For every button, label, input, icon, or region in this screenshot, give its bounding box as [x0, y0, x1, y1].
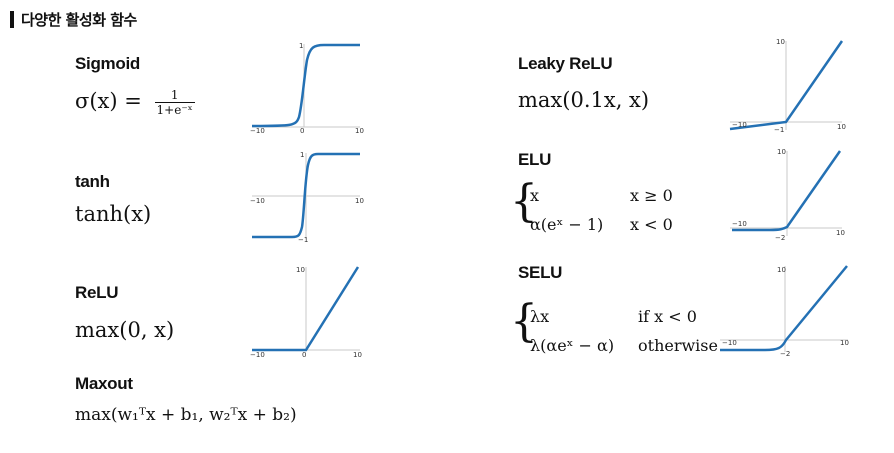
elu-case2-expr: α(eˣ − 1) — [530, 215, 604, 234]
relu-origin-label: 0 — [302, 351, 306, 359]
sigmoid-plot: −10 0 10 1 — [250, 42, 364, 135]
elu-brace: { — [510, 176, 538, 227]
sigmoid-fraction-numerator: 1 — [154, 88, 195, 103]
selu-case1-cond: if x < 0 — [638, 307, 697, 326]
sigmoid-fraction-denominator: 1+e⁻ˣ — [156, 103, 193, 117]
tanh-xmin-label: −10 — [250, 197, 265, 205]
leaky-relu-xmax-label: 10 — [837, 123, 846, 131]
sigmoid-origin-label: 0 — [300, 127, 304, 135]
elu-ybot-label: −2 — [775, 234, 785, 242]
selu-xmax-label: 10 — [840, 339, 849, 347]
maxout-formula: max(w₁ᵀx + b₁, w₂ᵀx + b₂) — [75, 405, 297, 425]
elu-xmin-label: −10 — [732, 220, 747, 228]
header-accent-bar — [10, 10, 14, 28]
sigmoid-xmin-label: −10 — [250, 127, 265, 135]
leaky-relu-formula: max(0.1x, x) — [518, 88, 650, 112]
tanh-name: tanh — [75, 172, 110, 191]
tanh-curve — [252, 152, 360, 239]
leaky-relu-curve — [729, 40, 844, 131]
sigmoid-curve — [251, 43, 360, 128]
elu-plot: −10 10 10 −2 — [730, 148, 845, 242]
selu-case2-expr: λ(αeˣ − α) — [530, 336, 615, 355]
leaky-relu-ybot-label: −1 — [774, 126, 784, 134]
maxout-name: Maxout — [75, 374, 133, 393]
selu-plot: −10 10 10 −2 — [720, 265, 849, 358]
tanh-plot: −10 10 1 −1 — [250, 151, 364, 244]
sigmoid-formula-lhs: σ(x) = — [75, 89, 142, 113]
elu-curve — [732, 150, 842, 232]
sigmoid-ytop-label: 1 — [299, 42, 303, 50]
selu-curve — [720, 265, 848, 352]
leaky-relu-plot: −10 10 10 −1 — [729, 38, 846, 134]
tanh-formula: tanh(x) — [75, 202, 152, 226]
elu-ytop-label: 10 — [777, 148, 786, 156]
relu-curve — [252, 266, 360, 352]
selu-brace: { — [510, 296, 538, 347]
page-title: 다양한 활성화 함수 — [21, 10, 137, 29]
elu-case2-cond: x < 0 — [630, 215, 673, 234]
elu-name: ELU — [518, 150, 552, 169]
elu-case1-expr: x — [530, 186, 540, 205]
selu-case1-expr: λx — [530, 307, 550, 326]
relu-plot: −10 0 10 10 — [250, 266, 362, 359]
selu-xmin-label: −10 — [722, 339, 737, 347]
leaky-relu-ytop-label: 10 — [776, 38, 785, 46]
relu-formula: max(0, x) — [75, 318, 175, 342]
tanh-ytop-label: 1 — [300, 151, 304, 159]
selu-case2-cond: otherwise — [638, 336, 718, 355]
selu-ybot-label: −2 — [780, 350, 790, 358]
sigmoid-fraction: 1 1+e⁻ˣ — [154, 88, 195, 117]
leaky-relu-name: Leaky ReLU — [518, 54, 613, 73]
selu-name: SELU — [518, 263, 563, 282]
tanh-ybot-label: −1 — [298, 236, 308, 244]
sigmoid-name: Sigmoid — [75, 54, 140, 73]
tanh-xmax-label: 10 — [355, 197, 364, 205]
elu-case1-cond: x ≥ 0 — [630, 186, 673, 205]
selu-ytop-label: 10 — [777, 266, 786, 274]
leaky-relu-xmin-label: −10 — [732, 121, 747, 129]
relu-xmax-label: 10 — [353, 351, 362, 359]
relu-xmin-label: −10 — [250, 351, 265, 359]
sigmoid-xmax-label: 10 — [355, 127, 364, 135]
section-header: 다양한 활성화 함수 — [10, 8, 137, 30]
elu-xmax-label: 10 — [836, 229, 845, 237]
relu-name: ReLU — [75, 283, 119, 302]
relu-ytop-label: 10 — [296, 266, 305, 274]
sigmoid-formula: σ(x) = 1 1+e⁻ˣ — [75, 88, 195, 117]
